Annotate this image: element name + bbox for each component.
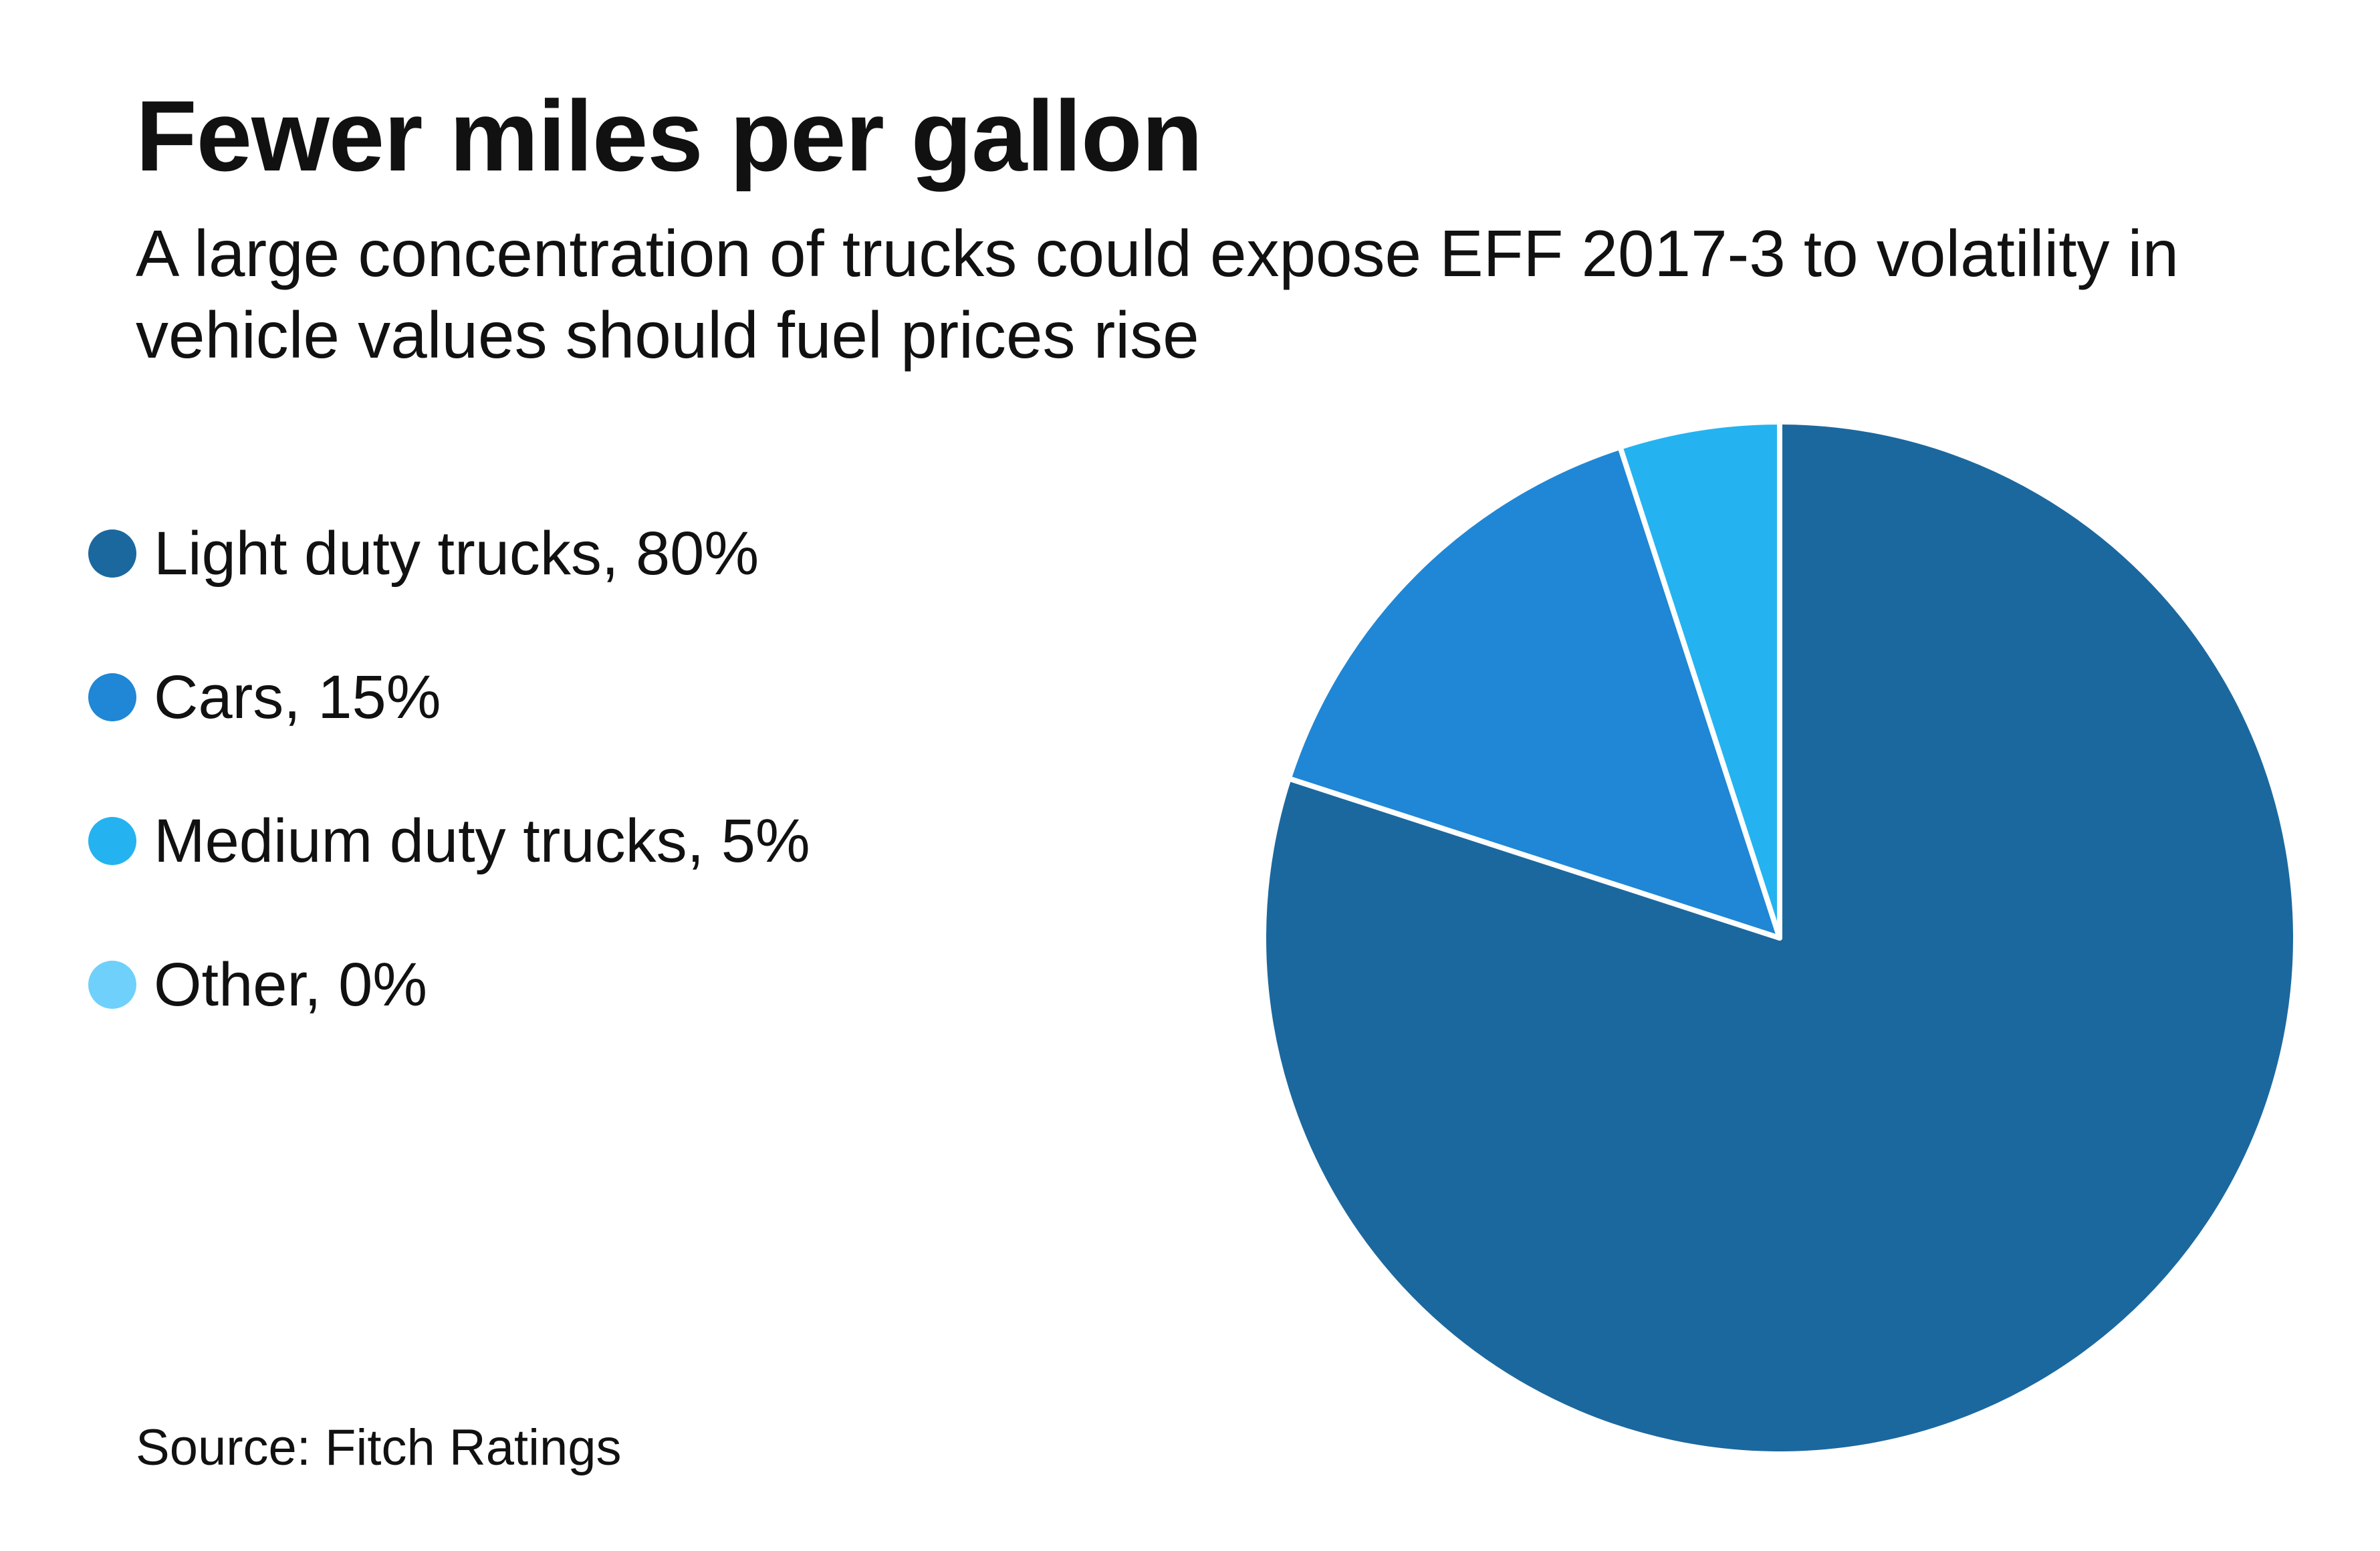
legend-item-medium-duty-trucks: Medium duty trucks, 5% xyxy=(88,769,810,913)
legend-label-other: Other, 0% xyxy=(154,950,428,1019)
legend-label-medium-duty-trucks: Medium duty trucks, 5% xyxy=(154,806,810,875)
pie-slice-medium-duty-trucks xyxy=(1617,419,1782,941)
legend-swatch-light-duty-trucks xyxy=(88,529,136,578)
legend-item-light-duty-trucks: Light duty trucks, 80% xyxy=(88,481,810,625)
chart-subtitle: A large concentration of trucks could ex… xyxy=(136,217,2179,372)
legend-swatch-other xyxy=(88,960,136,1009)
legend-label-light-duty-trucks: Light duty trucks, 80% xyxy=(154,519,759,588)
legend-swatch-medium-duty-trucks xyxy=(88,816,136,865)
source-note: Source: Fitch Ratings xyxy=(136,1419,622,1476)
legend-item-other: Other, 0% xyxy=(88,913,810,1056)
legend-item-cars: Cars, 15% xyxy=(88,625,810,769)
legend: Light duty trucks, 80% Cars, 15% Medium … xyxy=(88,481,810,1056)
legend-swatch-cars xyxy=(88,673,136,721)
legend-label-cars: Cars, 15% xyxy=(154,663,441,731)
chart-title: Fewer miles per gallon xyxy=(136,80,1203,192)
pie-slice-cars xyxy=(1286,444,1782,941)
